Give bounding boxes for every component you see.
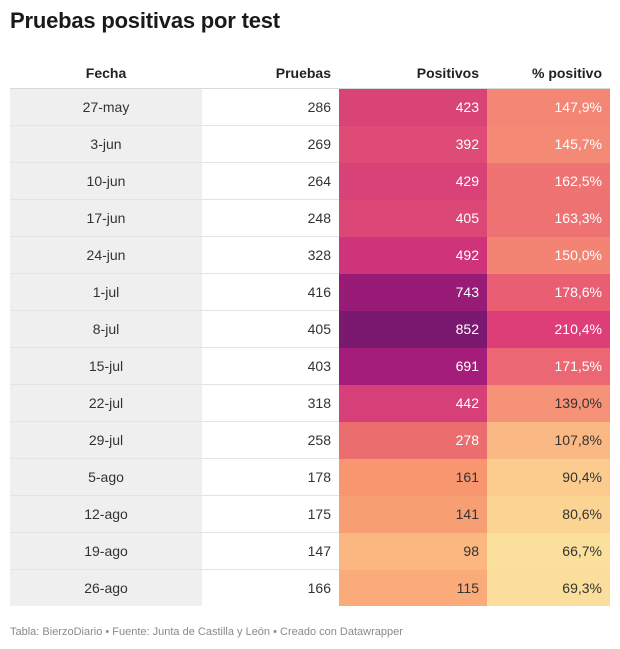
cell-positivos: 405 (339, 199, 487, 237)
chart-title: Pruebas positivas por test (10, 8, 280, 33)
cell-pruebas: 318 (202, 384, 339, 422)
cell-fecha: 3-jun (10, 125, 202, 163)
table-body: 27-may 286 423 147,9% 3-jun 269 392 145,7% 10-ju… (10, 88, 610, 606)
cell-pruebas: 264 (202, 162, 339, 200)
table-row: 22-jul 318 442 139,0% (10, 384, 610, 422)
cell-pruebas: 416 (202, 273, 339, 311)
cell-pruebas: 328 (202, 236, 339, 274)
cell-pct-positivo: 90,4% (487, 458, 610, 496)
cell-fecha: 5-ago (10, 458, 202, 496)
cell-positivos: 691 (339, 347, 487, 385)
cell-pct-positivo: 171,5% (487, 347, 610, 385)
cell-fecha: 27-may (10, 88, 202, 126)
cell-pct-positivo: 162,5% (487, 162, 610, 200)
cell-positivos: 392 (339, 125, 487, 163)
cell-fecha: 8-jul (10, 310, 202, 348)
cell-positivos: 743 (339, 273, 487, 311)
cell-fecha: 12-ago (10, 495, 202, 533)
table-row: 15-jul 403 691 171,5% (10, 347, 610, 385)
cell-pct-positivo: 147,9% (487, 88, 610, 126)
cell-pct-positivo: 150,0% (487, 236, 610, 274)
cell-pct-positivo: 66,7% (487, 532, 610, 570)
cell-pruebas: 269 (202, 125, 339, 163)
cell-pct-positivo: 139,0% (487, 384, 610, 422)
cell-fecha: 29-jul (10, 421, 202, 459)
table-row: 24-jun 328 492 150,0% (10, 236, 610, 274)
cell-fecha: 22-jul (10, 384, 202, 422)
cell-positivos: 442 (339, 384, 487, 422)
cell-fecha: 17-jun (10, 199, 202, 237)
column-header-pct-positivo[interactable]: % positivo (487, 57, 610, 89)
cell-fecha: 1-jul (10, 273, 202, 311)
cell-positivos: 161 (339, 458, 487, 496)
column-header-pruebas[interactable]: Pruebas (202, 57, 339, 89)
cell-positivos: 115 (339, 569, 487, 606)
cell-pruebas: 403 (202, 347, 339, 385)
table-row: 19-ago 147 98 66,7% (10, 532, 610, 570)
cell-pct-positivo: 69,3% (487, 569, 610, 606)
cell-fecha: 26-ago (10, 569, 202, 606)
cell-pruebas: 175 (202, 495, 339, 533)
table-row: 12-ago 175 141 80,6% (10, 495, 610, 533)
cell-pruebas: 258 (202, 421, 339, 459)
cell-pct-positivo: 163,3% (487, 199, 610, 237)
cell-pruebas: 286 (202, 88, 339, 126)
cell-positivos: 278 (339, 421, 487, 459)
cell-pruebas: 405 (202, 310, 339, 348)
cell-pct-positivo: 107,8% (487, 421, 610, 459)
table-row: 1-jul 416 743 178,6% (10, 273, 610, 311)
column-header-positivos[interactable]: Positivos (339, 57, 487, 89)
table-row: 17-jun 248 405 163,3% (10, 199, 610, 237)
table-row: 29-jul 258 278 107,8% (10, 421, 610, 459)
cell-fecha: 10-jun (10, 162, 202, 200)
cell-positivos: 98 (339, 532, 487, 570)
column-header-fecha[interactable]: Fecha (10, 57, 202, 89)
table-row: 10-jun 264 429 162,5% (10, 162, 610, 200)
cell-positivos: 492 (339, 236, 487, 274)
cell-pruebas: 178 (202, 458, 339, 496)
table-row: 8-jul 405 852 210,4% (10, 310, 610, 348)
cell-pruebas: 248 (202, 199, 339, 237)
cell-pruebas: 147 (202, 532, 339, 570)
table-row: 5-ago 178 161 90,4% (10, 458, 610, 496)
source-footer: Tabla: BierzoDiario • Fuente: Junta de C… (10, 626, 403, 638)
data-table: Fecha Pruebas Positivos % positivo 27-ma… (10, 57, 610, 606)
cell-fecha: 19-ago (10, 532, 202, 570)
cell-pct-positivo: 178,6% (487, 273, 610, 311)
cell-fecha: 24-jun (10, 236, 202, 274)
cell-positivos: 852 (339, 310, 487, 348)
cell-positivos: 423 (339, 88, 487, 126)
cell-pct-positivo: 145,7% (487, 125, 610, 163)
cell-pruebas: 166 (307, 580, 331, 596)
table-row: 27-may 286 423 147,9% (10, 88, 610, 126)
cell-positivos: 141 (339, 495, 487, 533)
table-header-row: Fecha Pruebas Positivos % positivo (10, 57, 610, 89)
cell-fecha: 15-jul (10, 347, 202, 385)
cell-positivos: 429 (339, 162, 487, 200)
cell-pct-positivo: 210,4% (487, 310, 610, 348)
table-row: 3-jun 269 392 145,7% (10, 125, 610, 163)
cell-pct-positivo: 80,6% (487, 495, 610, 533)
table-row: 26-ago 166 115 69,3% (10, 569, 610, 606)
